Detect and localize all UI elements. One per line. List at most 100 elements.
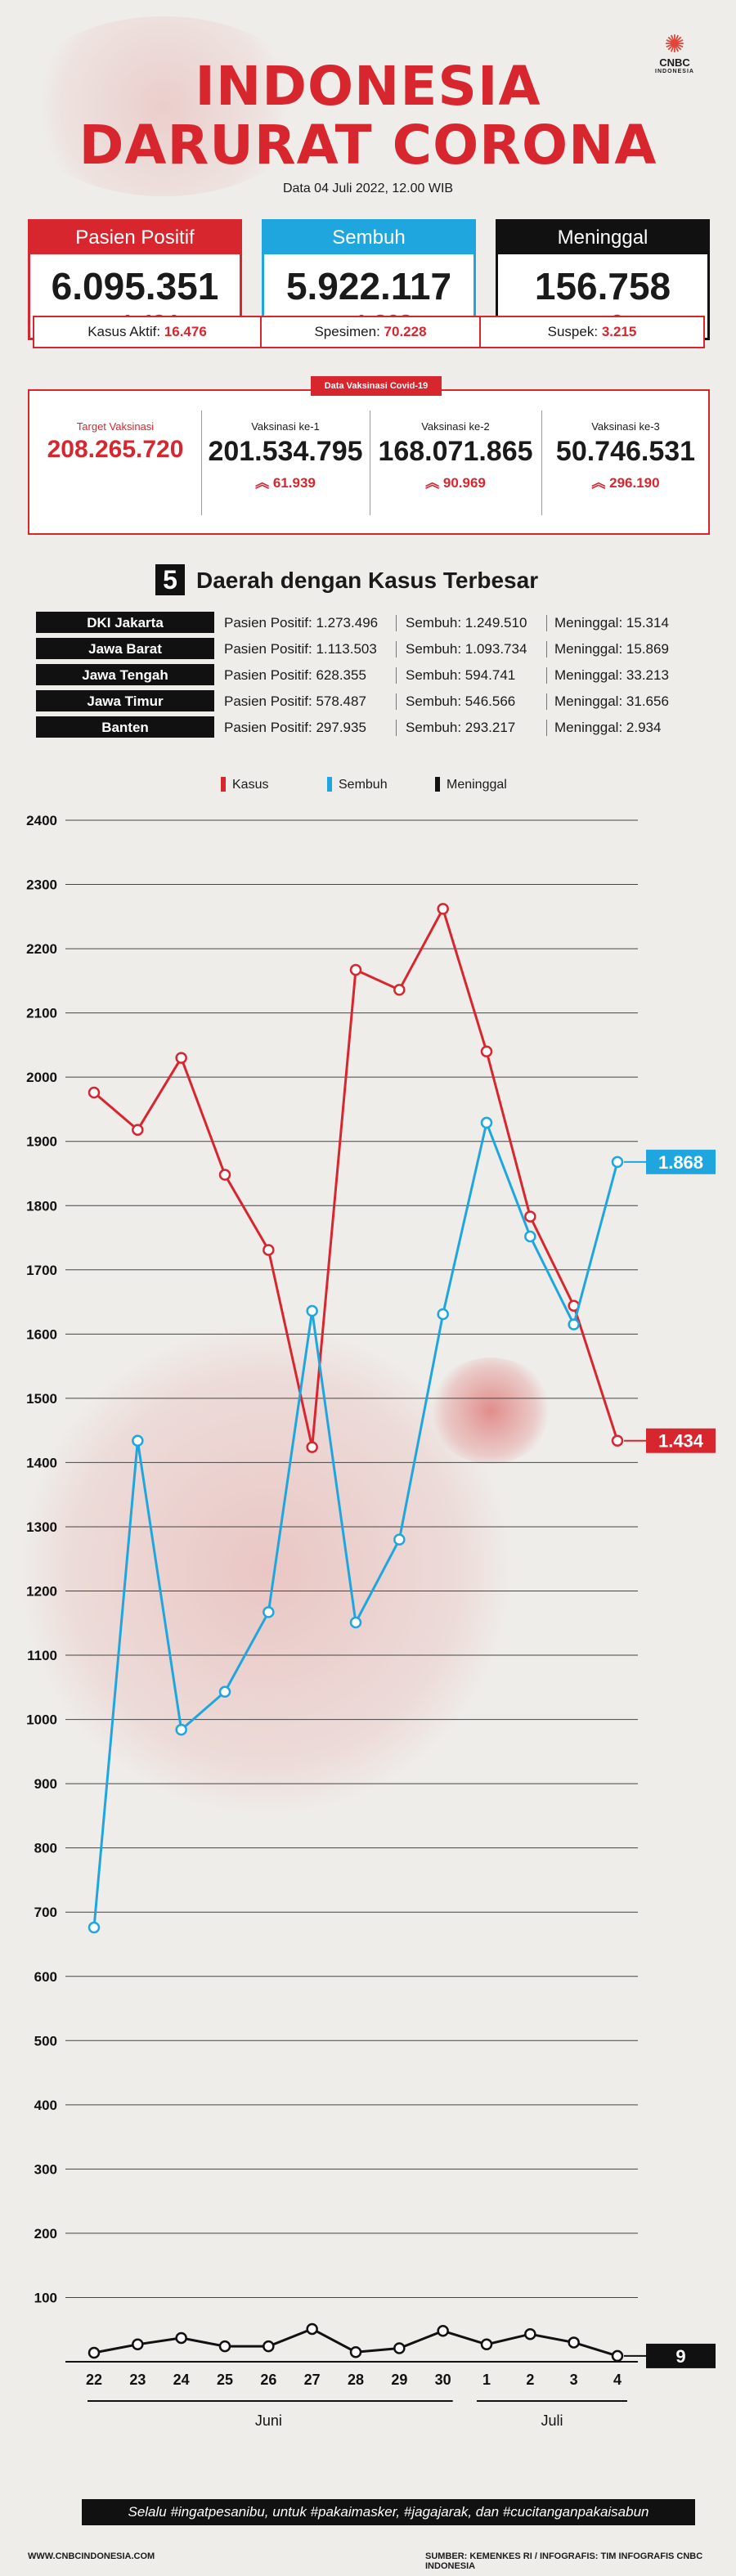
- data-point-sembuh: [611, 1156, 624, 1169]
- x-tick-label: 22: [86, 2372, 102, 2388]
- sembuh-value: 1.093.734: [464, 641, 527, 657]
- series-line-sembuh: [92, 1118, 619, 1928]
- province-positif: Pasien Positif: 297.935: [224, 716, 366, 739]
- end-label-box: [646, 2343, 716, 2368]
- divider: [541, 411, 542, 515]
- vaccination-dose-2: Vaksinasi ke-2 168.071.865 ︽ 90.969: [370, 406, 541, 528]
- province-sembuh: Sembuh: 546.566: [406, 690, 515, 713]
- province-sembuh: Sembuh: 1.249.510: [406, 612, 527, 635]
- y-tick-label: 1600: [26, 1326, 57, 1342]
- dose-3-delta: ︽ 296.190: [541, 471, 710, 491]
- divider: [546, 720, 547, 736]
- dose-2-label: Vaksinasi ke-2: [421, 420, 490, 433]
- x-tick-label: 1: [482, 2372, 491, 2388]
- suspek-label: Suspek:: [547, 324, 599, 339]
- divider: [201, 411, 202, 515]
- y-tick-label: 1500: [26, 1391, 57, 1407]
- y-tick-label: 2300: [26, 877, 57, 893]
- data-point-meninggal: [88, 2346, 101, 2359]
- legend-swatch: [435, 777, 440, 792]
- x-tick-label: 27: [304, 2372, 321, 2388]
- dose-3-label: Vaksinasi ke-3: [591, 420, 660, 433]
- x-tick-label: 2: [526, 2372, 534, 2388]
- kasus-aktif: Kasus Aktif: 16.476: [33, 316, 262, 348]
- data-point-kasus: [263, 1244, 275, 1256]
- legend-swatch: [327, 777, 332, 792]
- province-name: Jawa Timur: [36, 690, 214, 711]
- brand-logo: ✺ CNBC INDONESIA: [646, 33, 703, 75]
- province-positif: Pasien Positif: 1.273.496: [224, 612, 378, 635]
- data-point-kasus: [349, 963, 362, 976]
- data-point-sembuh: [306, 1304, 318, 1317]
- province-row: DKI Jakarta Pasien Positif: 1.273.496 Semb…: [36, 612, 690, 635]
- meninggal-label: Meninggal:: [554, 641, 623, 657]
- vaccination-dose-1: Vaksinasi ke-1 201.534.795 ︽ 61.939: [201, 406, 370, 528]
- data-point-meninggal: [132, 2338, 144, 2351]
- legend-kasus: Kasus: [221, 777, 268, 793]
- end-label-box: [646, 1428, 716, 1453]
- province-name: Banten: [36, 716, 214, 738]
- dose-3-delta-value: 296.190: [609, 475, 660, 491]
- meninggal-value: 156.758: [534, 265, 671, 307]
- x-tick-label: 29: [391, 2372, 407, 2388]
- sembuh-label: Sembuh: [264, 222, 473, 254]
- month-label: Juli: [541, 2412, 563, 2429]
- data-point-kasus: [611, 1434, 624, 1447]
- sembuh-value: 594.741: [464, 667, 516, 683]
- data-point-kasus: [480, 1045, 493, 1057]
- end-data-label: 1.434: [658, 1431, 704, 1452]
- vaccination-tag: Data Vaksinasi Covid-19: [311, 376, 442, 396]
- province-meninggal: Meninggal: 31.656: [554, 690, 669, 713]
- x-tick-label: 3: [570, 2372, 578, 2388]
- data-point-kasus: [393, 984, 406, 996]
- divider: [396, 615, 397, 631]
- sembuh-label: Sembuh:: [406, 693, 462, 709]
- legend-label: Meninggal: [447, 778, 507, 792]
- sembuh-value: 546.566: [464, 693, 516, 709]
- dose-2-value: 168.071.865: [378, 436, 533, 467]
- y-tick-label: 500: [34, 2033, 57, 2049]
- sembuh-label: Sembuh:: [406, 667, 462, 683]
- data-point-sembuh: [437, 1308, 449, 1321]
- x-tick-label: 4: [613, 2372, 622, 2388]
- suspek-value: 3.215: [601, 324, 637, 339]
- y-tick-label: 300: [34, 2161, 57, 2177]
- divider: [396, 720, 397, 736]
- province-row: Jawa Tengah Pasien Positif: 628.355 Sembuh…: [36, 664, 690, 687]
- double-chevron-up-icon: ︽: [425, 475, 440, 491]
- vaccination-target: Target Vaksinasi 208.265.720: [29, 406, 201, 528]
- y-tick-label: 600: [34, 1969, 57, 1985]
- spesimen: Spesimen: 70.228: [260, 316, 481, 348]
- vaccination-dose-3: Vaksinasi ke-3 50.746.531 ︽ 296.190: [541, 406, 710, 528]
- y-tick-label: 900: [34, 1776, 57, 1792]
- y-tick-label: 1800: [26, 1198, 57, 1214]
- divider: [396, 641, 397, 657]
- province-positif: Pasien Positif: 1.113.503: [224, 638, 377, 661]
- divider: [546, 615, 547, 631]
- double-chevron-up-icon: ︽: [591, 475, 606, 491]
- legend-swatch: [221, 777, 226, 792]
- y-tick-label: 2000: [26, 1070, 57, 1085]
- data-point-kasus: [524, 1210, 536, 1223]
- province-row: Jawa Barat Pasien Positif: 1.113.503 Sembu…: [36, 638, 690, 661]
- data-point-sembuh: [218, 1685, 231, 1699]
- province-sembuh: Sembuh: 1.093.734: [406, 638, 527, 661]
- end-label-box: [646, 1149, 716, 1174]
- dose-2-delta-value: 90.969: [442, 475, 486, 491]
- dose-1-label: Vaksinasi ke-1: [251, 420, 320, 433]
- positif-value: 628.355: [316, 667, 366, 683]
- y-tick-label: 1300: [26, 1519, 57, 1535]
- positif-label: Pasien Positif:: [224, 641, 312, 657]
- sembuh-value: 5.922.117: [285, 265, 452, 307]
- dose-3-value: 50.746.531: [555, 436, 696, 467]
- y-tick-label: 800: [34, 1841, 57, 1856]
- data-point-sembuh: [393, 1533, 406, 1546]
- province-positif: Pasien Positif: 628.355: [224, 664, 366, 687]
- logo-subtext: INDONESIA: [655, 69, 694, 74]
- x-tick-label: 30: [435, 2372, 451, 2388]
- data-point-meninggal: [393, 2342, 406, 2354]
- y-tick-label: 700: [34, 1905, 57, 1920]
- legend-label: Sembuh: [339, 778, 388, 792]
- data-date: Data 04 Juli 2022, 12.00 WIB: [282, 182, 454, 195]
